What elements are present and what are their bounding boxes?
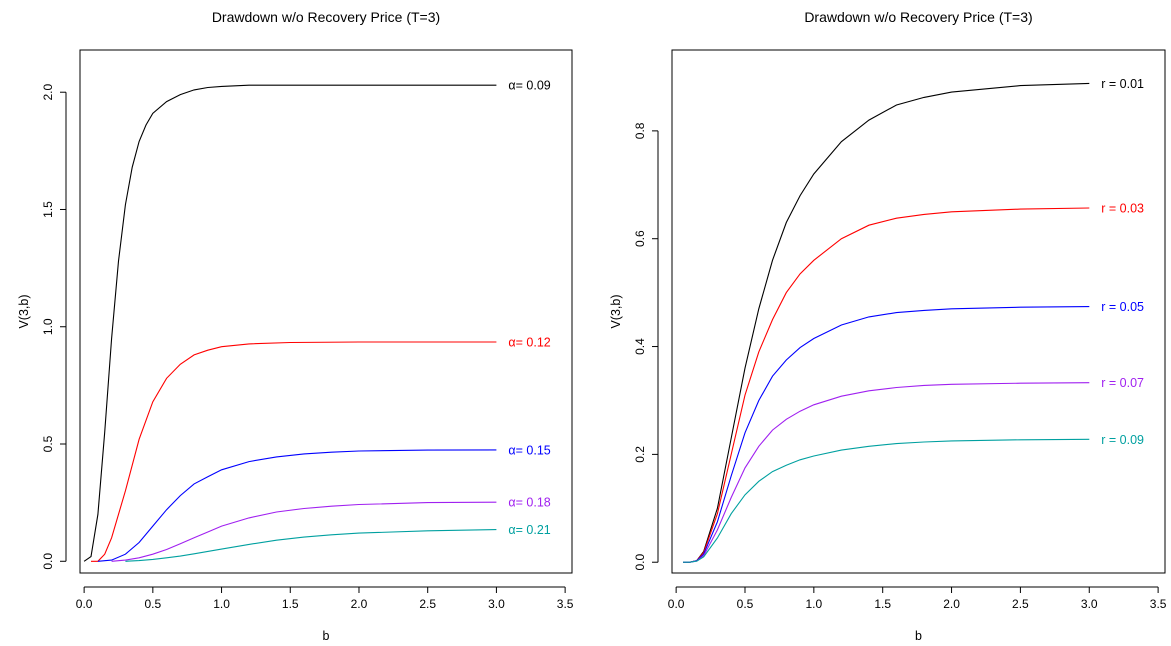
series-line — [683, 306, 1090, 563]
x-axis-label: b — [323, 629, 330, 643]
x-tick-label: 2.0 — [351, 597, 368, 611]
series-label: α= 0.09 — [508, 79, 550, 93]
chart-title: Drawdown w/o Recovery Price (T=3) — [804, 9, 1032, 25]
x-tick-label: 3.0 — [1081, 597, 1098, 611]
y-axis-label: V(3,b) — [609, 294, 623, 328]
series-line — [683, 438, 1090, 563]
y-tick-label: 0.0 — [41, 553, 55, 570]
series-label: r = 0.05 — [1101, 300, 1144, 314]
y-tick-label: 0.0 — [633, 554, 647, 571]
series-label: r = 0.01 — [1101, 77, 1144, 91]
y-tick-label: 0.6 — [633, 230, 647, 247]
series-label: α= 0.21 — [508, 523, 550, 537]
chart-panel-1: Drawdown w/o Recovery Price (T=3) 0.0 0.5 1… — [17, 9, 574, 643]
y-tick-label: 1.0 — [41, 318, 55, 335]
y-tick-label: 0.8 — [633, 122, 647, 139]
y-tick-label: 2.0 — [41, 84, 55, 101]
x-tick-label: 0.5 — [737, 597, 754, 611]
x-tick-label: 3.0 — [488, 597, 505, 611]
x-tick-label: 0.0 — [76, 597, 93, 611]
series-line — [83, 84, 497, 562]
x-axis-label: b — [915, 629, 922, 643]
x-tick-label: 2.0 — [943, 597, 960, 611]
x-tick-label: 3.5 — [1150, 597, 1167, 611]
chart-title: Drawdown w/o Recovery Price (T=3) — [212, 9, 440, 25]
x-tick-label: 3.5 — [557, 597, 574, 611]
series-line — [683, 82, 1090, 563]
series-line — [683, 207, 1090, 563]
x-tick-label: 0.0 — [668, 597, 685, 611]
y-tick-label: 0.5 — [41, 435, 55, 452]
x-tick-label: 1.0 — [805, 597, 822, 611]
series-label: r = 0.07 — [1101, 376, 1144, 390]
plot-frame — [671, 49, 1166, 574]
x-tick-label: 0.5 — [144, 597, 161, 611]
plot-frame — [79, 49, 573, 574]
series-label: r = 0.09 — [1101, 433, 1144, 447]
series-line — [125, 529, 497, 562]
series-label: α= 0.18 — [508, 496, 550, 510]
series-label: α= 0.15 — [508, 443, 550, 457]
series-label: r = 0.03 — [1101, 201, 1144, 215]
chart-panel-2: Drawdown w/o Recovery Price (T=3) 0.0 0.5 1… — [609, 9, 1167, 643]
y-tick-label: 1.5 — [41, 201, 55, 218]
x-tick-label: 1.5 — [282, 597, 299, 611]
series-line — [683, 382, 1090, 563]
series-line — [97, 449, 497, 562]
series-label: α= 0.12 — [508, 335, 550, 349]
x-tick-label: 2.5 — [419, 597, 436, 611]
y-tick-label: 0.2 — [633, 446, 647, 463]
series-line — [91, 341, 497, 562]
x-tick-label: 2.5 — [1012, 597, 1029, 611]
x-tick-label: 1.0 — [213, 597, 230, 611]
y-axis-label: V(3,b) — [17, 294, 31, 328]
y-tick-label: 0.4 — [633, 338, 647, 355]
x-tick-label: 1.5 — [874, 597, 891, 611]
series-line — [111, 501, 497, 562]
